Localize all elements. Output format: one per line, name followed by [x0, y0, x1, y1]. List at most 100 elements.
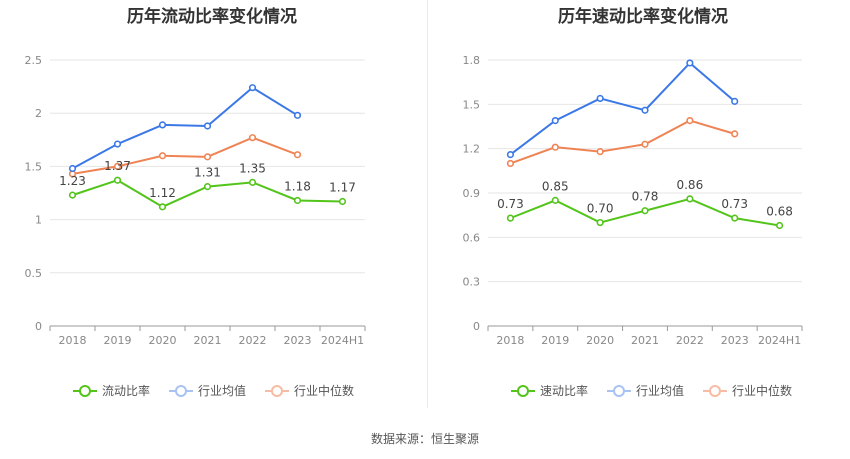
data-point-industry-avg: [68, 164, 77, 173]
data-label: 0.86: [676, 178, 703, 192]
y-tick-label: 1.2: [463, 143, 481, 156]
data-label: 1.23: [59, 174, 86, 188]
data-point-industry-median: [293, 151, 302, 159]
data-point-industry-avg: [113, 140, 122, 148]
legend-marker-industry-median: [265, 384, 290, 397]
current-ratio-chart: 0 0.5 1 1.5 2 2.5 2018 2019 2020 2021 2022 2023 2024…: [25, 54, 366, 347]
data-point-company: [248, 178, 257, 186]
y-tick-label: 0: [35, 320, 42, 333]
data-point-company: [775, 221, 784, 230]
quick-ratio-chart: 0 0.3 0.6 0.9 1.2 1.5 1.8 2018 2019 2020 2021 2022 2…: [463, 54, 803, 347]
data-label: 0.70: [587, 202, 614, 216]
legend-label-industry-avg: 行业均值: [198, 384, 247, 398]
x-tick-label: 2024H1: [321, 334, 364, 347]
data-point-company: [506, 214, 515, 222]
y-tick-label: 1.8: [463, 54, 481, 67]
x-tick-label: 2020: [149, 334, 177, 347]
x-tick-label: 2023: [284, 334, 312, 347]
data-point-industry-avg: [158, 121, 167, 129]
y-tick-label: 1.5: [463, 98, 481, 111]
x-tick-label: 2020: [586, 334, 614, 347]
x-tick-label: 2021: [194, 334, 222, 347]
x-tick-label: 2018: [496, 334, 524, 347]
y-tick-label: 0.5: [25, 267, 43, 280]
data-source-note: 数据来源：恒生聚源: [370, 432, 479, 446]
data-point-company: [158, 203, 167, 211]
legend-marker-company: [511, 384, 535, 397]
y-tick-label: 1: [35, 214, 42, 227]
legend-marker-industry-avg: [607, 384, 632, 397]
series-line-industry-median: [72, 136, 298, 175]
x-tick-label: 2018: [59, 334, 87, 347]
panel-divider: [427, 0, 428, 408]
data-point-company: [293, 196, 302, 205]
data-label: 0.78: [632, 190, 659, 204]
y-tick-label: 2.5: [25, 54, 43, 67]
data-point-company: [113, 176, 122, 184]
data-label: 0.73: [497, 197, 524, 211]
data-point-company: [551, 196, 559, 204]
data-point-company: [731, 214, 739, 222]
data-label: 0.73: [721, 197, 748, 211]
legend-item-company[interactable]: 速动比率: [510, 382, 588, 399]
legend-item-industry-avg[interactable]: 行业均值: [168, 382, 246, 399]
x-tick-label: 2023: [721, 334, 749, 347]
series-line-industry-avg: [509, 61, 736, 156]
data-point-industry-median: [596, 148, 604, 156]
x-tick-label: 2022: [676, 334, 704, 347]
data-point-industry-median: [203, 153, 212, 161]
data-point-industry-avg: [203, 122, 212, 130]
y-tick-label: 0.3: [463, 276, 481, 289]
data-point-company: [338, 197, 347, 206]
x-tick-label: 2022: [239, 334, 267, 347]
legend-item-company[interactable]: 流动比率: [72, 382, 150, 399]
y-tick-label: 2: [35, 107, 42, 120]
legend-label-industry-median: 行业中位数: [294, 384, 355, 398]
y-tick-label: 0.9: [463, 187, 481, 200]
data-point-industry-median: [551, 143, 559, 151]
x-tick-label: 2019: [104, 334, 132, 347]
data-label: 1.31: [194, 166, 221, 180]
data-label: 0.85: [542, 179, 569, 193]
data-point-industry-median: [506, 159, 515, 168]
x-tick-label: 2024H1: [758, 334, 801, 347]
data-point-company: [641, 207, 649, 215]
legend-label-company: 流动比率: [102, 384, 151, 398]
data-point-company: [596, 218, 604, 227]
legend-label-industry-avg: 行业均值: [636, 384, 685, 398]
x-tick-label: 2019: [541, 334, 569, 347]
chart-title-current-ratio: 历年流动比率变化情况: [127, 7, 297, 27]
legend-quick-ratio: 速动比率 行业均值 行业中位数: [510, 382, 792, 399]
series-line-industry-avg: [72, 86, 299, 170]
data-point-company: [203, 183, 212, 191]
legend-item-industry-median[interactable]: 行业中位数: [702, 382, 792, 399]
legend-label-company: 速动比率: [540, 384, 589, 398]
data-point-industry-median: [731, 130, 739, 138]
legend-item-industry-avg[interactable]: 行业均值: [606, 382, 684, 399]
legend-marker-industry-avg: [169, 384, 194, 397]
data-point-industry-avg: [686, 59, 694, 67]
data-point-industry-avg: [551, 116, 559, 125]
chart-title-quick-ratio: 历年速动比率变化情况: [558, 7, 728, 27]
legend-marker-industry-median: [703, 384, 728, 397]
legend-label-industry-median: 行业中位数: [732, 384, 793, 398]
legend-item-industry-median[interactable]: 行业中位数: [264, 382, 354, 399]
data-point-industry-median: [113, 162, 122, 170]
x-tick-label: 2021: [631, 334, 659, 347]
legend-marker-company: [73, 384, 97, 397]
data-point-industry-avg: [596, 94, 604, 103]
data-label: 1.18: [284, 179, 311, 193]
data-point-industry-median: [158, 152, 167, 160]
y-tick-label: 0.6: [463, 231, 481, 244]
data-label: 1.17: [329, 181, 356, 195]
series-line-industry-median: [510, 119, 735, 165]
data-label: 1.37: [104, 159, 131, 173]
data-point-company: [68, 191, 77, 199]
data-point-industry-avg: [731, 97, 739, 105]
y-tick-label: 0: [473, 320, 480, 333]
data-point-industry-avg: [293, 111, 302, 119]
data-point-industry-median: [641, 140, 649, 148]
data-label: 0.68: [766, 205, 793, 219]
legend-current-ratio: 流动比率 行业均值 行业中位数: [72, 382, 354, 399]
data-point-industry-avg: [641, 106, 649, 114]
